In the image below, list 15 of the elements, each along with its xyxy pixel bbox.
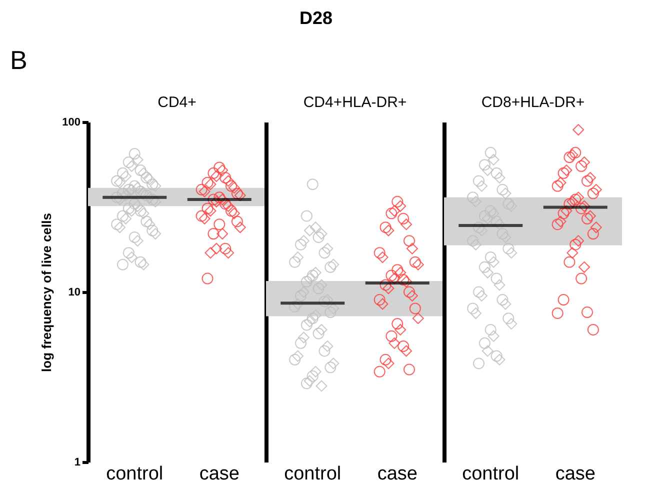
y-tick-label: 1 (74, 456, 80, 468)
x-tick-label: control (462, 464, 520, 484)
y-tick-label: 100 (62, 116, 80, 128)
x-tick-label: case (377, 464, 418, 484)
x-tick-label: control (106, 464, 164, 484)
chart-subtitle: CD4+ (158, 94, 197, 111)
x-tick-label: case (199, 464, 240, 484)
chart-subtitle: CD8+HLA-DR+ (481, 94, 585, 111)
chart-subtitle: CD4+HLA-DR+ (303, 94, 407, 111)
chart-title: D28 (299, 8, 333, 28)
y-axis-title: log frequency of live cells (39, 213, 54, 372)
y-tick-label: 10 (68, 286, 80, 298)
x-tick-label: control (284, 464, 342, 484)
text: B (10, 45, 28, 75)
x-tick-label: case (555, 464, 596, 484)
